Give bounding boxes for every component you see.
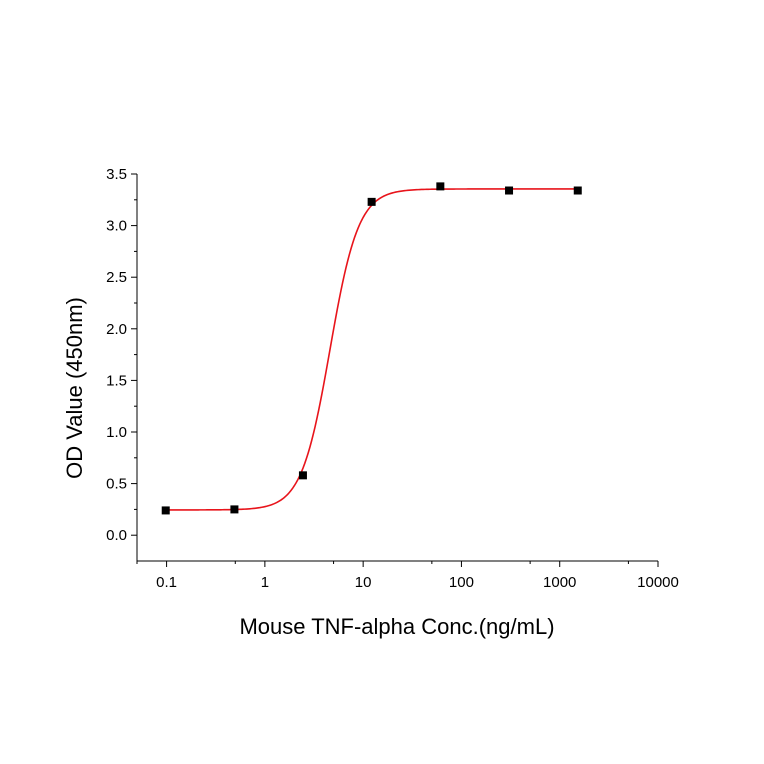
y-tick-label: 3.0: [106, 218, 127, 235]
fit-curve: [165, 188, 578, 511]
x-tick-label: 10: [355, 574, 372, 591]
data-point: [505, 186, 514, 195]
y-tick-label: 1.5: [106, 372, 127, 389]
data-point: [161, 506, 170, 515]
y-tick-label: 0.5: [106, 476, 127, 493]
data-point: [298, 471, 307, 480]
y-tick-label: 2.0: [106, 321, 127, 338]
data-point: [367, 197, 376, 206]
data-point: [573, 186, 582, 195]
x-tick-label: 10000: [637, 574, 679, 591]
y-tick-label: 2.5: [106, 269, 127, 286]
x-axis-title: Mouse TNF-alpha Conc.(ng/mL): [239, 614, 554, 639]
data-points-layer: [161, 182, 582, 515]
y-tick-label: 1.0: [106, 424, 127, 441]
x-tick-label: 0.1: [156, 574, 177, 591]
x-tick-label: 1000: [543, 574, 576, 591]
data-point: [436, 182, 445, 191]
x-tick-label: 100: [449, 574, 474, 591]
axes: [136, 174, 658, 562]
y-tick-label: 0.0: [106, 527, 127, 544]
y-tick-label: 3.5: [106, 166, 127, 183]
fit-curve-layer: [165, 188, 578, 511]
x-tick-label: 1: [261, 574, 269, 591]
data-point: [230, 505, 239, 514]
ticks: 0.0 0.5 1.0 1.5 2.0 2.5 3.0 3.5 0.1 1 10 100 1000 100…: [106, 166, 679, 591]
y-axis-title: OD Value (450nm): [62, 297, 87, 479]
